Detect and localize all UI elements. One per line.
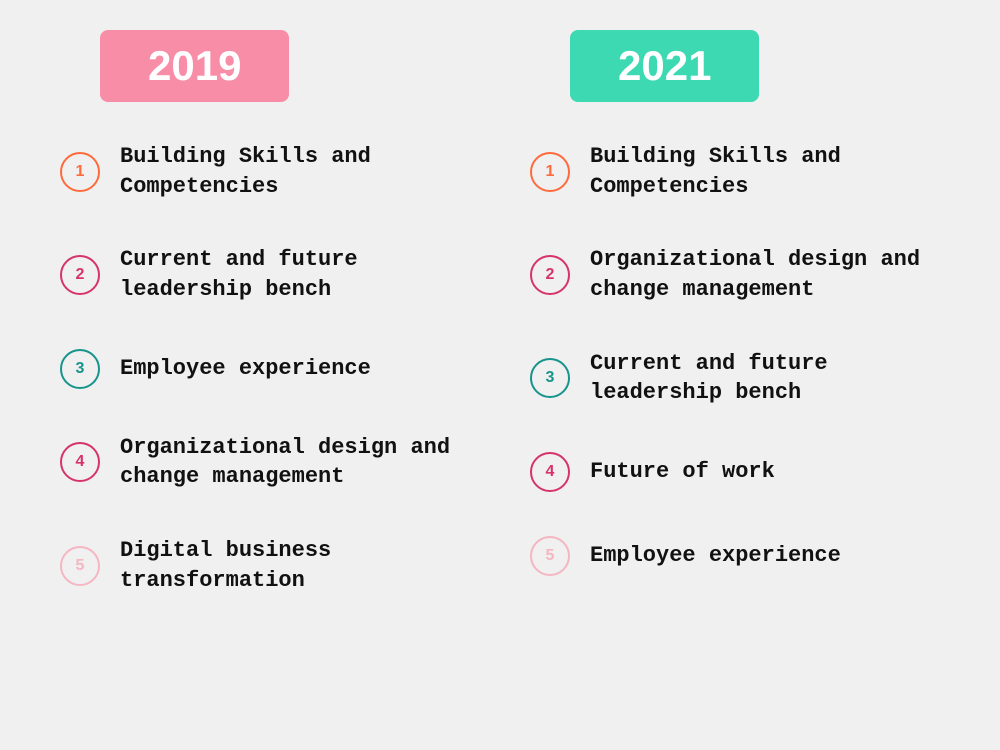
list-item: 4 Organizational design and change manag… [60, 433, 470, 492]
list-2019: 1 Building Skills and Competencies 2 Cur… [60, 142, 470, 596]
item-label: Employee experience [590, 541, 841, 571]
list-item: 3 Employee experience [60, 349, 470, 389]
list-item: 5 Digital business transformation [60, 536, 470, 595]
rank-circle: 4 [530, 452, 570, 492]
comparison-columns: 2019 1 Building Skills and Competencies … [60, 30, 940, 596]
column-2019: 2019 1 Building Skills and Competencies … [60, 30, 470, 596]
rank-circle: 5 [530, 536, 570, 576]
item-label: Organizational design and change managem… [590, 245, 940, 304]
item-label: Future of work [590, 457, 775, 487]
item-label: Building Skills and Competencies [590, 142, 940, 201]
list-item: 4 Future of work [530, 452, 940, 492]
list-item: 2 Current and future leadership bench [60, 245, 470, 304]
list-item: 2 Organizational design and change manag… [530, 245, 940, 304]
item-label: Current and future leadership bench [590, 349, 940, 408]
rank-circle: 2 [530, 255, 570, 295]
item-label: Building Skills and Competencies [120, 142, 470, 201]
rank-circle: 4 [60, 442, 100, 482]
item-label: Organizational design and change managem… [120, 433, 470, 492]
list-item: 1 Building Skills and Competencies [60, 142, 470, 201]
year-badge-2021: 2021 [570, 30, 759, 102]
year-badge-2019: 2019 [100, 30, 289, 102]
rank-circle: 1 [60, 152, 100, 192]
list-item: 1 Building Skills and Competencies [530, 142, 940, 201]
list-item: 3 Current and future leadership bench [530, 349, 940, 408]
list-item: 5 Employee experience [530, 536, 940, 576]
item-label: Employee experience [120, 354, 371, 384]
rank-circle: 2 [60, 255, 100, 295]
rank-circle: 5 [60, 546, 100, 586]
item-label: Current and future leadership bench [120, 245, 470, 304]
rank-circle: 1 [530, 152, 570, 192]
rank-circle: 3 [530, 358, 570, 398]
item-label: Digital business transformation [120, 536, 470, 595]
list-2021: 1 Building Skills and Competencies 2 Org… [530, 142, 940, 576]
column-2021: 2021 1 Building Skills and Competencies … [530, 30, 940, 596]
rank-circle: 3 [60, 349, 100, 389]
